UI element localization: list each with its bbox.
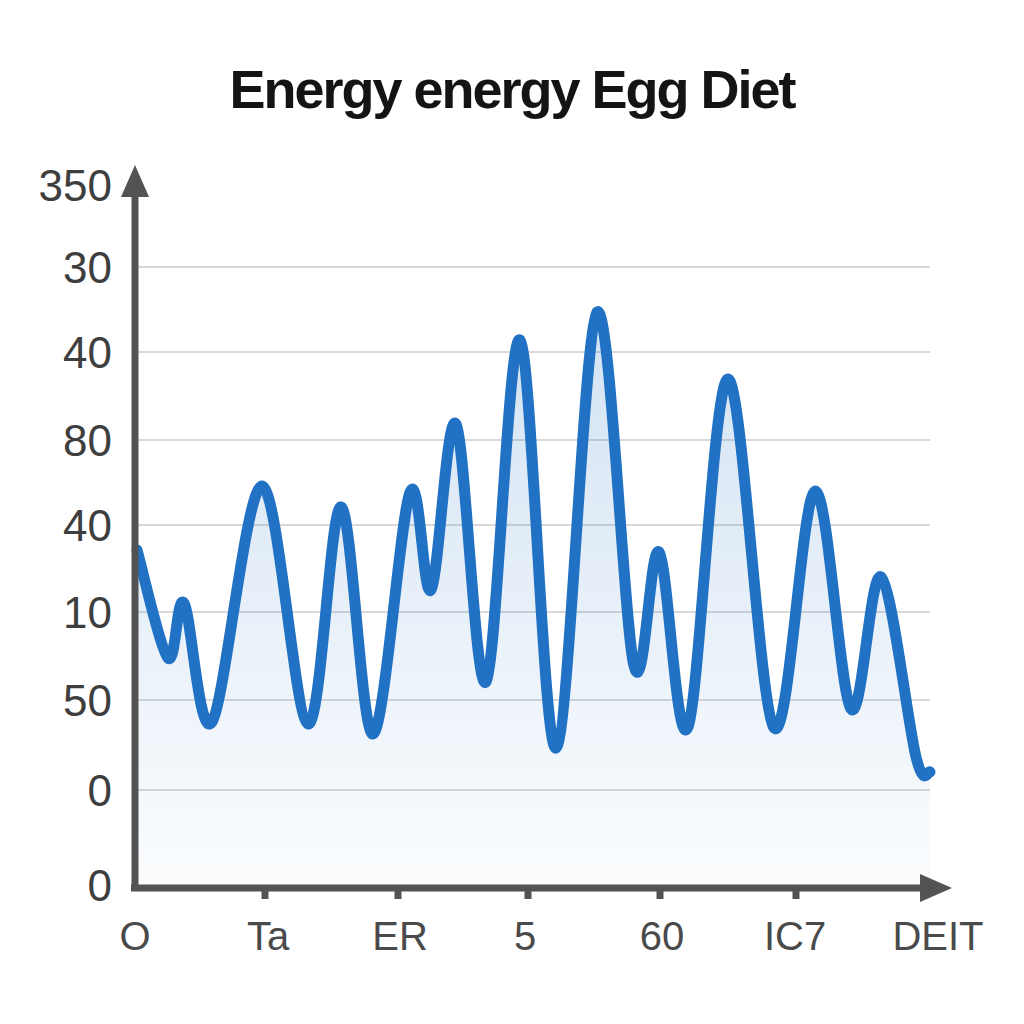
x-tick-label: 5 bbox=[514, 914, 536, 958]
y-tick-label: 50 bbox=[63, 676, 112, 725]
y-tick-label: 350 bbox=[39, 161, 112, 210]
y-tick-label: 0 bbox=[88, 766, 112, 815]
y-tick-label: 40 bbox=[63, 328, 112, 377]
data-series-area bbox=[137, 312, 930, 885]
y-tick-label: 10 bbox=[63, 588, 112, 637]
x-axis-arrowhead-icon bbox=[920, 874, 952, 902]
y-tick-label: 80 bbox=[63, 416, 112, 465]
x-tick-label: IC7 bbox=[764, 914, 826, 958]
x-tick-label: DEIT bbox=[892, 914, 983, 958]
x-tick-label: Ta bbox=[247, 914, 290, 958]
x-tick-label: 60 bbox=[640, 914, 685, 958]
y-tick-label: 0 bbox=[88, 861, 112, 910]
line-chart: 35030408040105000OTaER560IC7DEIT bbox=[0, 0, 1024, 1024]
y-axis-arrowhead-icon bbox=[121, 165, 149, 197]
chart-canvas: Energy energy Egg Diet 35030408040105000… bbox=[0, 0, 1024, 1024]
y-tick-label: 30 bbox=[63, 243, 112, 292]
y-tick-label: 40 bbox=[63, 501, 112, 550]
x-tick-label: O bbox=[119, 914, 150, 958]
x-tick-label: ER bbox=[372, 914, 428, 958]
